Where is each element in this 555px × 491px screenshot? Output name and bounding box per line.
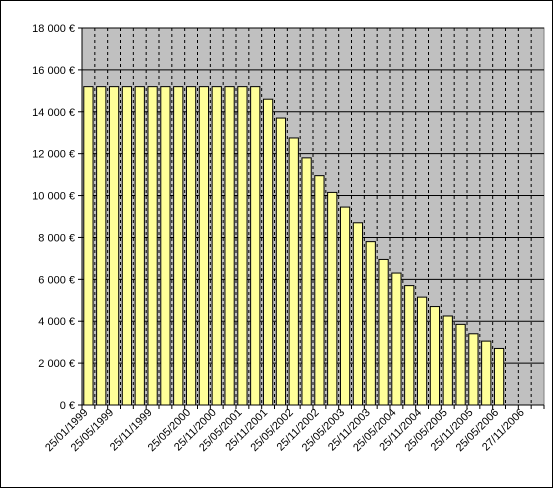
bar-series	[83, 86, 505, 406]
vertical-gridlines	[94, 28, 532, 405]
bar	[275, 117, 287, 406]
bar	[160, 86, 171, 406]
y-tick-label: 12 000 €	[32, 149, 75, 161]
bar	[224, 86, 235, 406]
bar	[237, 86, 248, 406]
bar	[198, 86, 210, 406]
y-tick-label: 14 000 €	[32, 107, 75, 119]
y-tick-label: 8 000 €	[38, 232, 75, 244]
bar	[327, 191, 338, 406]
x-axis-ticks: 25/01/199925/05/199925/11/199925/05/2000…	[43, 405, 545, 454]
y-tick-label: 0 €	[60, 400, 75, 412]
bar	[378, 258, 389, 406]
bar	[314, 175, 325, 406]
y-tick-label: 4 000 €	[38, 316, 75, 328]
bar	[493, 347, 505, 406]
bar	[442, 315, 453, 406]
bar	[352, 222, 364, 406]
horizontal-gridlines	[82, 27, 544, 364]
y-axis-ticks: 0 € 2 000 € 4 000 € 6 000 € 8 000 € 10 000 € 1…	[32, 23, 82, 412]
bar	[83, 86, 94, 406]
bar	[455, 323, 466, 406]
bar	[173, 86, 184, 406]
bar	[391, 272, 402, 406]
bar	[429, 306, 441, 406]
y-tick-label: 18 000 €	[32, 23, 75, 35]
bar	[108, 86, 120, 406]
bar	[134, 86, 145, 406]
bar	[147, 86, 158, 406]
bar	[121, 86, 133, 406]
bar	[301, 157, 312, 406]
bar	[211, 86, 222, 406]
bar	[416, 296, 428, 406]
y-tick-label: 6 000 €	[38, 274, 75, 286]
bar	[365, 241, 376, 406]
bar	[250, 86, 261, 406]
y-tick-label: 10 000 €	[32, 191, 75, 203]
bar	[468, 333, 479, 406]
bar	[481, 340, 492, 406]
bar	[96, 86, 107, 406]
bar	[262, 98, 274, 406]
bar	[288, 137, 299, 406]
bar	[339, 206, 351, 406]
bar	[185, 86, 197, 406]
bar	[404, 285, 415, 406]
y-tick-label: 2 000 €	[38, 358, 75, 370]
y-tick-label: 16 000 €	[32, 65, 75, 77]
